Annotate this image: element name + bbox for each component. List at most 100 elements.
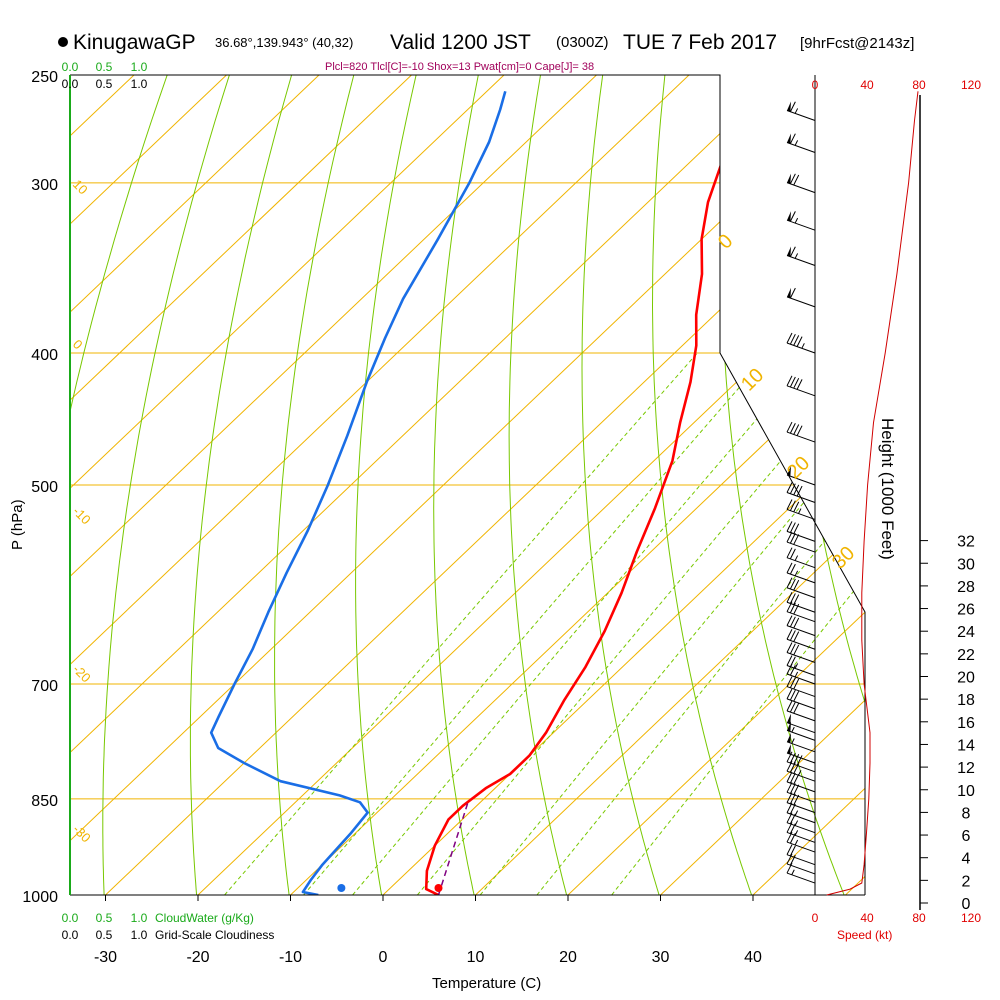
dry-adiabat-line [975,51,1000,924]
wind-barb-staff [786,385,816,397]
height-tick-label: 2 [962,873,971,890]
wind-barb-flag [789,533,796,544]
wind-barb-flag [786,676,793,687]
cloud-water-tick-label: 0.5 [96,911,113,925]
height-tick-label: 30 [957,556,975,573]
height-tick-label: 20 [957,670,975,687]
wind-barb-staff [786,673,816,685]
wind-barb-staff [786,110,816,121]
height-tick-label: 26 [957,602,975,619]
surface-dewpoint-marker [337,884,346,892]
wind-barb-flag [789,593,796,604]
wind-barb-flag [793,774,800,785]
wind-barb-flag [786,688,793,700]
wind-barb-flag [786,628,793,640]
wind-barb-staff [786,296,816,308]
isotherm-label: 30 [828,542,859,573]
wind-barb-staff [786,698,816,710]
wind-barb-staff [786,741,816,753]
pressure-tick-label: 500 [31,479,58,496]
wind-barb-flag [786,812,793,823]
utc-time: (0300Z) [556,34,609,51]
wind-barb-flag [789,772,796,784]
wind-barb-staff [786,219,816,231]
wind-barb-staff [786,729,816,741]
cloud-water-label: CloudWater (g/Kg) [155,911,254,925]
wind-barb-flag [789,665,796,676]
wind-barb-flag [786,760,793,772]
wind-barb-half-flag [794,140,799,146]
wind-barb-flag [793,594,800,605]
wind-barb-flag [793,644,800,656]
isotherm-line [197,75,865,895]
wind-barb-pennant [787,101,791,112]
wind-barb-flag [796,755,803,766]
diagram-frame [69,74,866,896]
wind-barb-half-flag [794,253,799,259]
wind-barb-staff [786,722,816,734]
isotherm-label: 0 [70,337,86,353]
pressure-tick-label: 250 [31,69,58,86]
wind-barb-flag [786,499,793,510]
wind-barb-pennant [787,721,791,732]
x-axis-label: Temperature (C) [432,975,541,992]
isotherm-line [70,75,412,895]
wind-barb-flag [789,616,796,628]
wind-barb-staff [786,431,816,443]
wind-barb-flag [789,101,796,112]
wind-barb-staff [786,686,816,698]
wind-barb-flag [786,601,793,612]
wind-barb-flag [789,793,796,805]
height-tick-label: 22 [957,647,975,664]
isotherm-label: -20 [70,662,94,686]
wind-barb-flag [789,823,796,834]
wind-barb-flag [789,500,796,511]
wind-barb-half-flag [794,555,799,561]
parcel-profile-line [437,800,470,895]
wind-barb-flag [786,592,793,603]
wind-barb-flag [793,335,800,346]
wind-barb-flag [786,655,793,666]
wind-barb-flag [793,678,800,690]
wind-barb-flag [789,376,796,388]
wind-barb-half-flag [801,343,805,349]
surface-temperature-marker [434,884,443,892]
wind-barb-flag [793,763,800,774]
wind-barb-flag [786,700,793,712]
wind-barb-staff [786,508,816,520]
speed-tick-label: 0 [812,78,819,92]
wind-barb-flag [786,853,793,865]
plot-boundary [70,74,866,895]
height-tick-label: 28 [957,579,975,596]
dry-adiabat-line [581,75,669,895]
dewpoint-profile-line [209,90,507,895]
wind-barb-flag [793,501,800,513]
height-tick-label: 14 [957,737,975,754]
wind-barb-flag [793,703,800,714]
wind-barb-staff [786,541,816,553]
cloud-water-tick-label: 1.0 [131,60,148,74]
wind-barbs [786,101,816,884]
mixing-ratio-label: 12 [534,900,554,920]
speed-tick-label: 80 [912,911,926,925]
wind-barb-flag [793,631,800,642]
temperature-tick-label: -30 [94,949,117,966]
mixing-ratio-line [224,352,698,895]
wind-barb-half-flag [794,820,799,826]
speed-tick-label: 40 [860,78,874,92]
height-tick-label: 0 [962,896,971,913]
wind-barb-flag [786,802,793,813]
wind-barb-staff [786,587,816,599]
cloudiness-tick-label: 0.0 [62,77,79,91]
wind-barb-flag [786,862,793,874]
wind-barb-half-flag [794,217,799,224]
wind-barb-flag [789,813,796,825]
height-axis-label: Height (1000 Feet) [878,418,897,560]
wind-barb-flag [793,603,800,615]
wind-barb-pennant [787,732,791,744]
cloud-water-tick-label: 0.0 [62,60,79,74]
speed-axis-label: Speed (kt) [837,928,892,942]
wind-barb-flag [789,246,796,257]
height-tick-label: 24 [957,624,975,641]
wind-barb-pennant [787,466,791,477]
